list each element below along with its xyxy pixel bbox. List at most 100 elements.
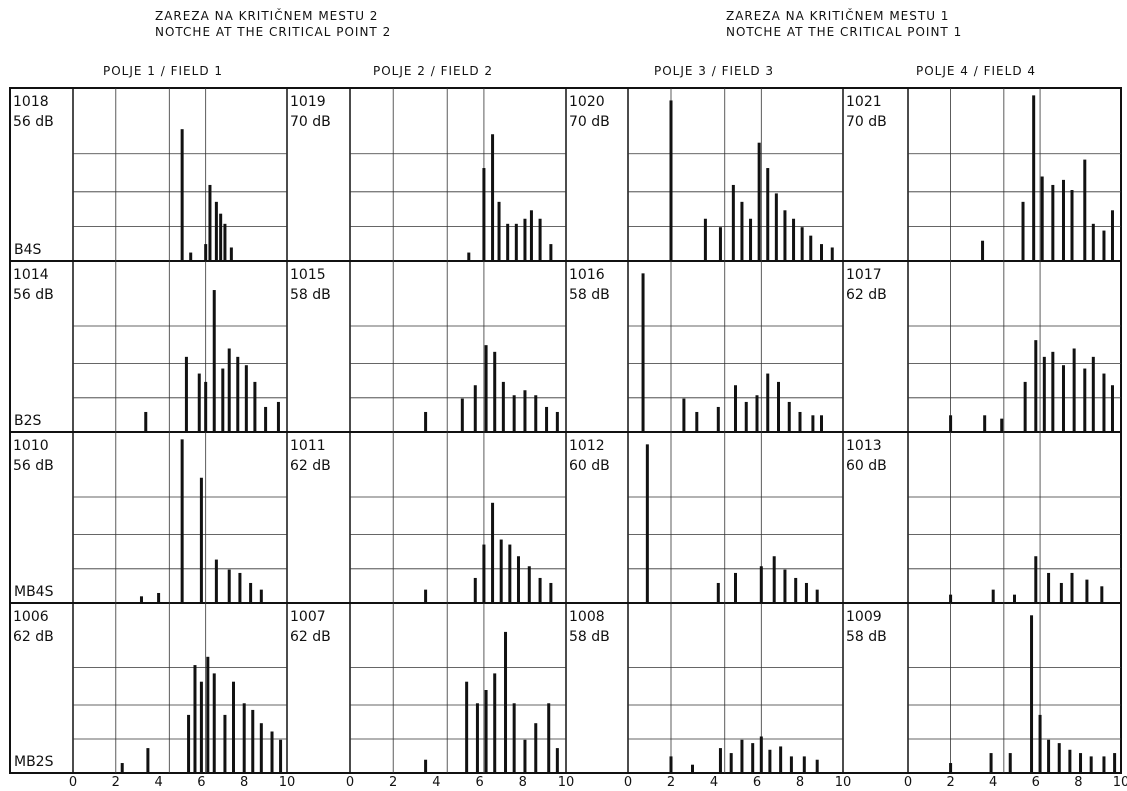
spectrum-bar (139, 596, 143, 603)
spectrum-bar (1061, 179, 1065, 261)
spectrum-bar (716, 582, 720, 603)
spectrum-bar (1102, 230, 1106, 261)
spectrum-bar (506, 223, 510, 261)
spectrum-bar (460, 398, 464, 432)
spectrum-bar (1047, 739, 1051, 773)
spectrum-bar (193, 665, 197, 773)
spectrum-bar (703, 218, 707, 261)
spectrum-bar (1070, 190, 1074, 261)
x-tick-label: 0 (68, 775, 78, 790)
spectrum-bar (749, 218, 753, 261)
x-tick-label: 4 (154, 775, 163, 790)
spectrum-bar (740, 201, 744, 261)
panel-id-label: 1019 (290, 94, 326, 110)
spectrum-bar (641, 273, 645, 432)
row-label: MB2S (14, 754, 54, 770)
panel-id-label: 1017 (846, 267, 882, 283)
spectrum-bar (783, 569, 787, 603)
spectrum-bar (1102, 756, 1106, 773)
spectrum-bar (815, 759, 819, 773)
spectrum-bar (249, 582, 253, 603)
spectrum-bar (212, 673, 216, 773)
spectrum-bar (221, 368, 225, 432)
spectrum-bar (804, 582, 808, 603)
spectrum-bar (783, 210, 787, 261)
spectrum-bar (1079, 753, 1083, 773)
panel-id-label: 1015 (290, 267, 326, 283)
spectrum-bar (482, 168, 486, 261)
panel-id-label: 1020 (569, 94, 605, 110)
x-tick-label: 10 (834, 775, 852, 790)
panel-level-label: 58 dB (569, 629, 610, 645)
spectrum-bar (529, 210, 533, 261)
spectrum-bar (501, 381, 505, 432)
spectrum-bar (820, 415, 823, 432)
spectrum-bar (744, 401, 748, 432)
spectrum-bar (1008, 753, 1012, 773)
spectrum-bar (669, 100, 673, 261)
spectrum-bar (219, 213, 223, 261)
spectrum-bar (493, 673, 497, 773)
spectrum-bar (465, 681, 469, 773)
spectrum-bar (504, 631, 508, 773)
panel-level-label: 58 dB (846, 629, 887, 645)
spectrum-bar (499, 539, 503, 603)
spectrum-bar (682, 398, 686, 432)
notch-2-title-en: NOTCHE AT THE CRITICAL POINT 2 (155, 25, 392, 39)
field-3-label: POLJE 3 / FIELD 3 (654, 64, 775, 78)
spectrum-bar (204, 381, 208, 432)
spectrum-bar (473, 385, 477, 432)
spectrum-bar (766, 373, 770, 432)
spectrum-bar (253, 381, 257, 432)
spectrum-bar (223, 714, 227, 773)
spectrum-bar (208, 184, 212, 261)
spectrum-bar (227, 569, 231, 603)
spectrum-bar (792, 218, 796, 261)
spectrum-bar (120, 763, 124, 773)
spectrum-bar (789, 756, 793, 773)
panel-id-label: 1010 (13, 438, 49, 454)
panel-id-label: 1014 (13, 267, 49, 283)
spectrum-bar (199, 681, 203, 773)
spectrum-bar (766, 168, 770, 261)
spectrum-bar (787, 401, 791, 432)
spectrum-bar (270, 731, 274, 773)
spectrum-bar (180, 439, 184, 603)
spectrum-bar (983, 415, 987, 432)
spectrum-bar (734, 385, 737, 432)
row-label: B4S (14, 242, 42, 258)
spectrum-bar (549, 244, 553, 261)
x-tick-label: 8 (518, 775, 527, 790)
row-label: MB4S (14, 584, 54, 600)
x-tick-label: 10 (557, 775, 575, 790)
panel-level-label: 56 dB (13, 114, 54, 130)
notch-1-title-sl: ZAREZA NA KRITIČNEM MESTU 1 (726, 9, 950, 23)
spectrum-bar (516, 556, 520, 603)
spectrum-bar (199, 477, 203, 603)
x-tick-label: 0 (903, 775, 913, 790)
spectrum-bar (729, 753, 733, 773)
spectrum-bar (1102, 373, 1106, 432)
x-tick-label: 0 (345, 775, 355, 790)
spectrum-bar (259, 723, 263, 773)
panel-level-label: 60 dB (846, 458, 887, 474)
spectrum-bar (538, 577, 542, 603)
spectrum-bar (264, 406, 268, 432)
spectrum-bar (798, 411, 802, 432)
panel-level-label: 56 dB (13, 287, 54, 303)
spectrum-bar (1034, 340, 1038, 432)
x-tick-label: 6 (1031, 775, 1040, 790)
x-tick-label: 10 (278, 775, 296, 790)
x-tick-label: 0 (623, 775, 633, 790)
panel-level-label: 70 dB (846, 114, 887, 130)
spectrum-bar (794, 577, 798, 603)
spectrum-bar (740, 739, 744, 773)
notch-2-title-sl: ZAREZA NA KRITIČNEM MESTU 2 (155, 9, 379, 23)
spectrum-bar (527, 566, 531, 603)
spectrum-bar (779, 746, 783, 773)
x-tick-label: 6 (475, 775, 484, 790)
x-tick-label: 6 (752, 775, 762, 790)
spectrum-bar (1083, 368, 1087, 432)
spectrum-bar (146, 748, 150, 773)
spectrum-bar (555, 411, 559, 432)
